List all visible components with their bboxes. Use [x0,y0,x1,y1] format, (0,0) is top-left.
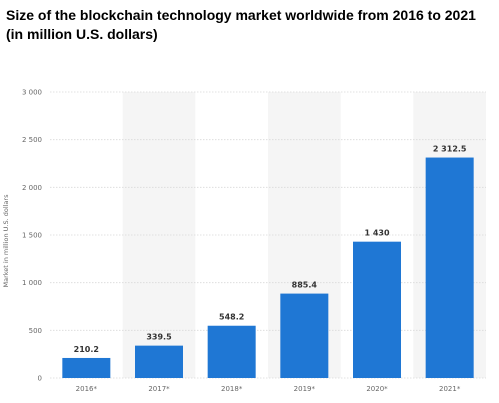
bar [280,293,329,378]
x-tick-label: 2016* [76,385,98,393]
bar [207,325,256,378]
bar [425,157,474,378]
data-label: 885.4 [292,281,318,290]
x-tick-label: 2018* [221,385,243,393]
y-tick-label: 0 [38,375,42,383]
data-label: 2 312.5 [433,145,467,154]
y-tick-label: 2 500 [22,136,42,144]
chart-title-line-2: (in million U.S. dollars) [6,26,158,42]
y-tick-label: 500 [29,327,42,335]
data-label: 1 430 [364,229,389,238]
x-tick-label: 2017* [148,385,170,393]
x-tick-label: 2021* [439,385,461,393]
data-label: 339.5 [146,333,172,342]
bar [353,241,401,378]
y-tick-label: 1 500 [22,232,42,240]
y-tick-label: 1 000 [22,279,42,287]
chart-title-line-1: Size of the blockchain technology market… [6,7,476,23]
x-tick-label: 2019* [294,385,316,393]
chart-title: Size of the blockchain technology market… [6,6,493,44]
x-tick-label: 2020* [366,385,388,393]
y-axis-label: Market in million U.S. dollars [2,194,10,288]
bar [62,357,111,378]
y-tick-label: 2 000 [22,184,42,192]
y-tick-label: 3 000 [22,89,42,97]
data-label: 210.2 [74,345,99,354]
bar [135,345,183,378]
data-label: 548.2 [219,313,244,322]
